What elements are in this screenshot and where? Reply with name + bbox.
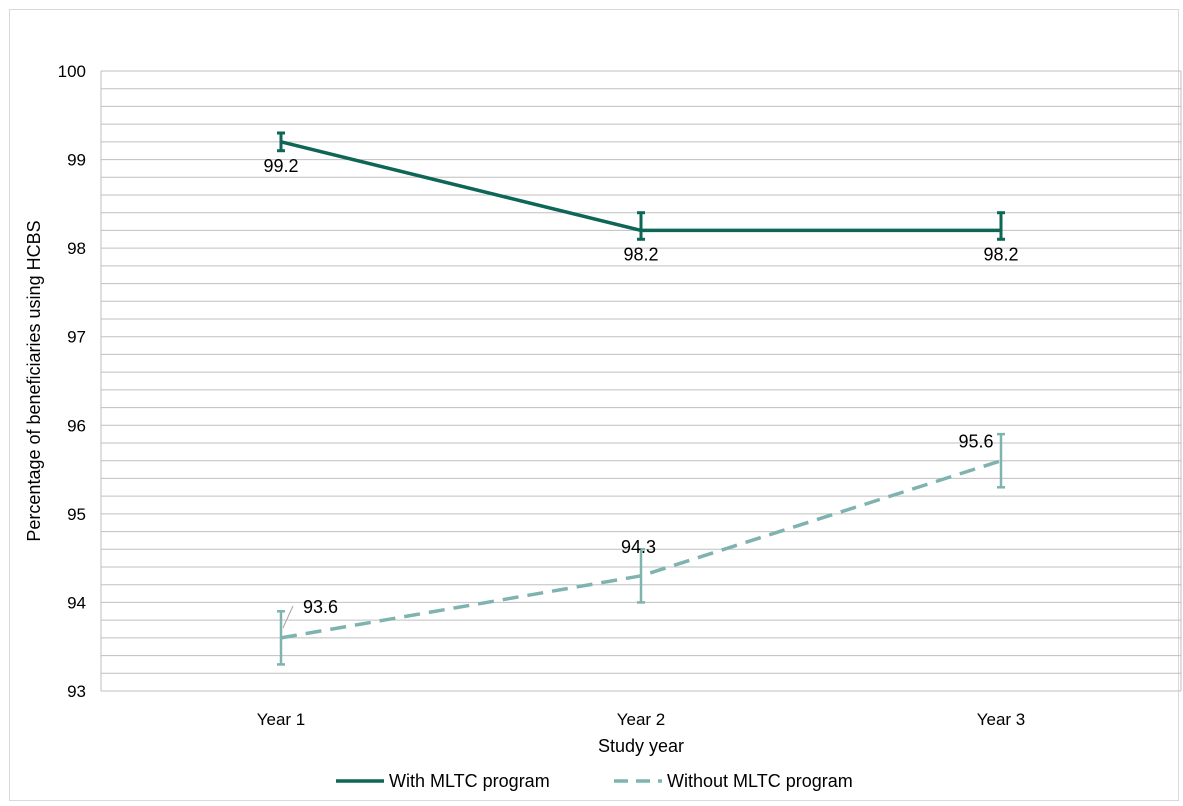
x-tick-label: Year 2 xyxy=(617,710,666,729)
series-without-mltc xyxy=(277,432,1005,666)
y-tick-label: 99 xyxy=(67,151,86,170)
chart-frame xyxy=(9,9,1179,801)
data-label: 95.6 xyxy=(958,432,993,452)
legend-label-without-mltc: Without MLTC program xyxy=(667,771,853,791)
data-label: 93.6 xyxy=(303,597,338,617)
grid-lines xyxy=(101,70,1181,692)
label-leader-line xyxy=(282,605,294,629)
data-label: 99.2 xyxy=(263,156,298,176)
series-group xyxy=(277,131,1005,666)
y-tick-label: 95 xyxy=(67,505,86,524)
axes: 93 94 95 96 97 98 99 100 Year 1 Year 2 Year 3 xyxy=(58,62,1182,729)
data-label: 98.2 xyxy=(983,244,1018,264)
x-axis-title: Study year xyxy=(598,736,684,756)
x-tick-label: Year 3 xyxy=(977,710,1026,729)
y-axis-title: Percentage of beneficiaries using HCBS xyxy=(24,220,44,541)
y-tick-label: 100 xyxy=(58,62,86,81)
y-tick-label: 97 xyxy=(67,328,86,347)
data-labels: 99.2 98.2 98.2 93.6 94.3 95.6 xyxy=(263,156,1019,629)
data-label: 94.3 xyxy=(621,537,656,557)
x-tick-label: Year 1 xyxy=(257,710,306,729)
y-tick-label: 96 xyxy=(67,416,86,435)
y-tick-label: 98 xyxy=(67,239,86,258)
y-tick-label: 94 xyxy=(67,593,86,612)
y-tick-label: 93 xyxy=(67,682,86,701)
legend-label-with-mltc: With MLTC program xyxy=(389,771,550,791)
legend: With MLTC program Without MLTC program xyxy=(336,771,853,791)
data-label: 98.2 xyxy=(623,244,658,264)
series-with-mltc xyxy=(277,131,1005,241)
